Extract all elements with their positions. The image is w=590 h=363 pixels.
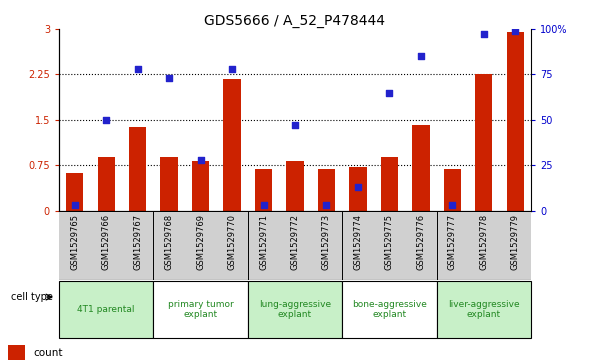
Point: [101, 117, 111, 123]
Point: [259, 202, 268, 208]
Bar: [129, 127, 146, 211]
Bar: [437, 281, 531, 338]
Text: GSM1529778: GSM1529778: [479, 215, 489, 270]
Text: GSM1529767: GSM1529767: [133, 215, 142, 270]
Bar: [342, 281, 437, 338]
Point: [385, 90, 394, 95]
Point: [196, 157, 205, 163]
Text: liver-aggressive
explant: liver-aggressive explant: [448, 300, 520, 319]
Title: GDS5666 / A_52_P478444: GDS5666 / A_52_P478444: [205, 14, 385, 28]
Bar: [8, 345, 25, 360]
Bar: [381, 157, 398, 211]
Bar: [412, 125, 430, 211]
Text: GSM1529775: GSM1529775: [385, 215, 394, 270]
Bar: [66, 173, 83, 211]
Point: [227, 66, 237, 72]
Point: [353, 184, 363, 190]
Text: GSM1529765: GSM1529765: [70, 215, 79, 270]
Text: GSM1529770: GSM1529770: [228, 215, 237, 270]
Bar: [59, 281, 153, 338]
Bar: [97, 157, 115, 211]
Text: GSM1529773: GSM1529773: [322, 215, 331, 270]
Bar: [318, 170, 335, 211]
Text: lung-aggressive
explant: lung-aggressive explant: [259, 300, 331, 319]
Bar: [475, 74, 493, 211]
Point: [448, 202, 457, 208]
Point: [510, 28, 520, 34]
Bar: [160, 157, 178, 211]
Point: [133, 66, 142, 72]
Text: GSM1529777: GSM1529777: [448, 215, 457, 270]
Text: GSM1529779: GSM1529779: [511, 215, 520, 270]
Point: [70, 202, 80, 208]
Bar: [507, 32, 524, 211]
Text: GSM1529768: GSM1529768: [165, 215, 173, 270]
Bar: [444, 170, 461, 211]
Bar: [248, 281, 342, 338]
Bar: [192, 161, 209, 211]
Text: GSM1529772: GSM1529772: [290, 215, 300, 270]
Point: [290, 122, 300, 128]
Text: GSM1529774: GSM1529774: [353, 215, 362, 270]
Text: 4T1 parental: 4T1 parental: [77, 305, 135, 314]
Bar: [153, 281, 248, 338]
Bar: [349, 167, 366, 211]
Bar: [255, 170, 272, 211]
Text: count: count: [33, 348, 63, 358]
Bar: [224, 79, 241, 211]
Text: GSM1529776: GSM1529776: [417, 215, 425, 270]
Text: GSM1529766: GSM1529766: [101, 215, 111, 270]
Text: bone-aggressive
explant: bone-aggressive explant: [352, 300, 427, 319]
Text: primary tumor
explant: primary tumor explant: [168, 300, 234, 319]
Point: [479, 32, 489, 37]
Text: GSM1529769: GSM1529769: [196, 215, 205, 270]
Point: [322, 202, 331, 208]
Text: GSM1529771: GSM1529771: [259, 215, 268, 270]
Text: cell type: cell type: [11, 292, 53, 302]
Point: [165, 75, 174, 81]
Point: [416, 53, 425, 59]
Bar: [286, 161, 304, 211]
